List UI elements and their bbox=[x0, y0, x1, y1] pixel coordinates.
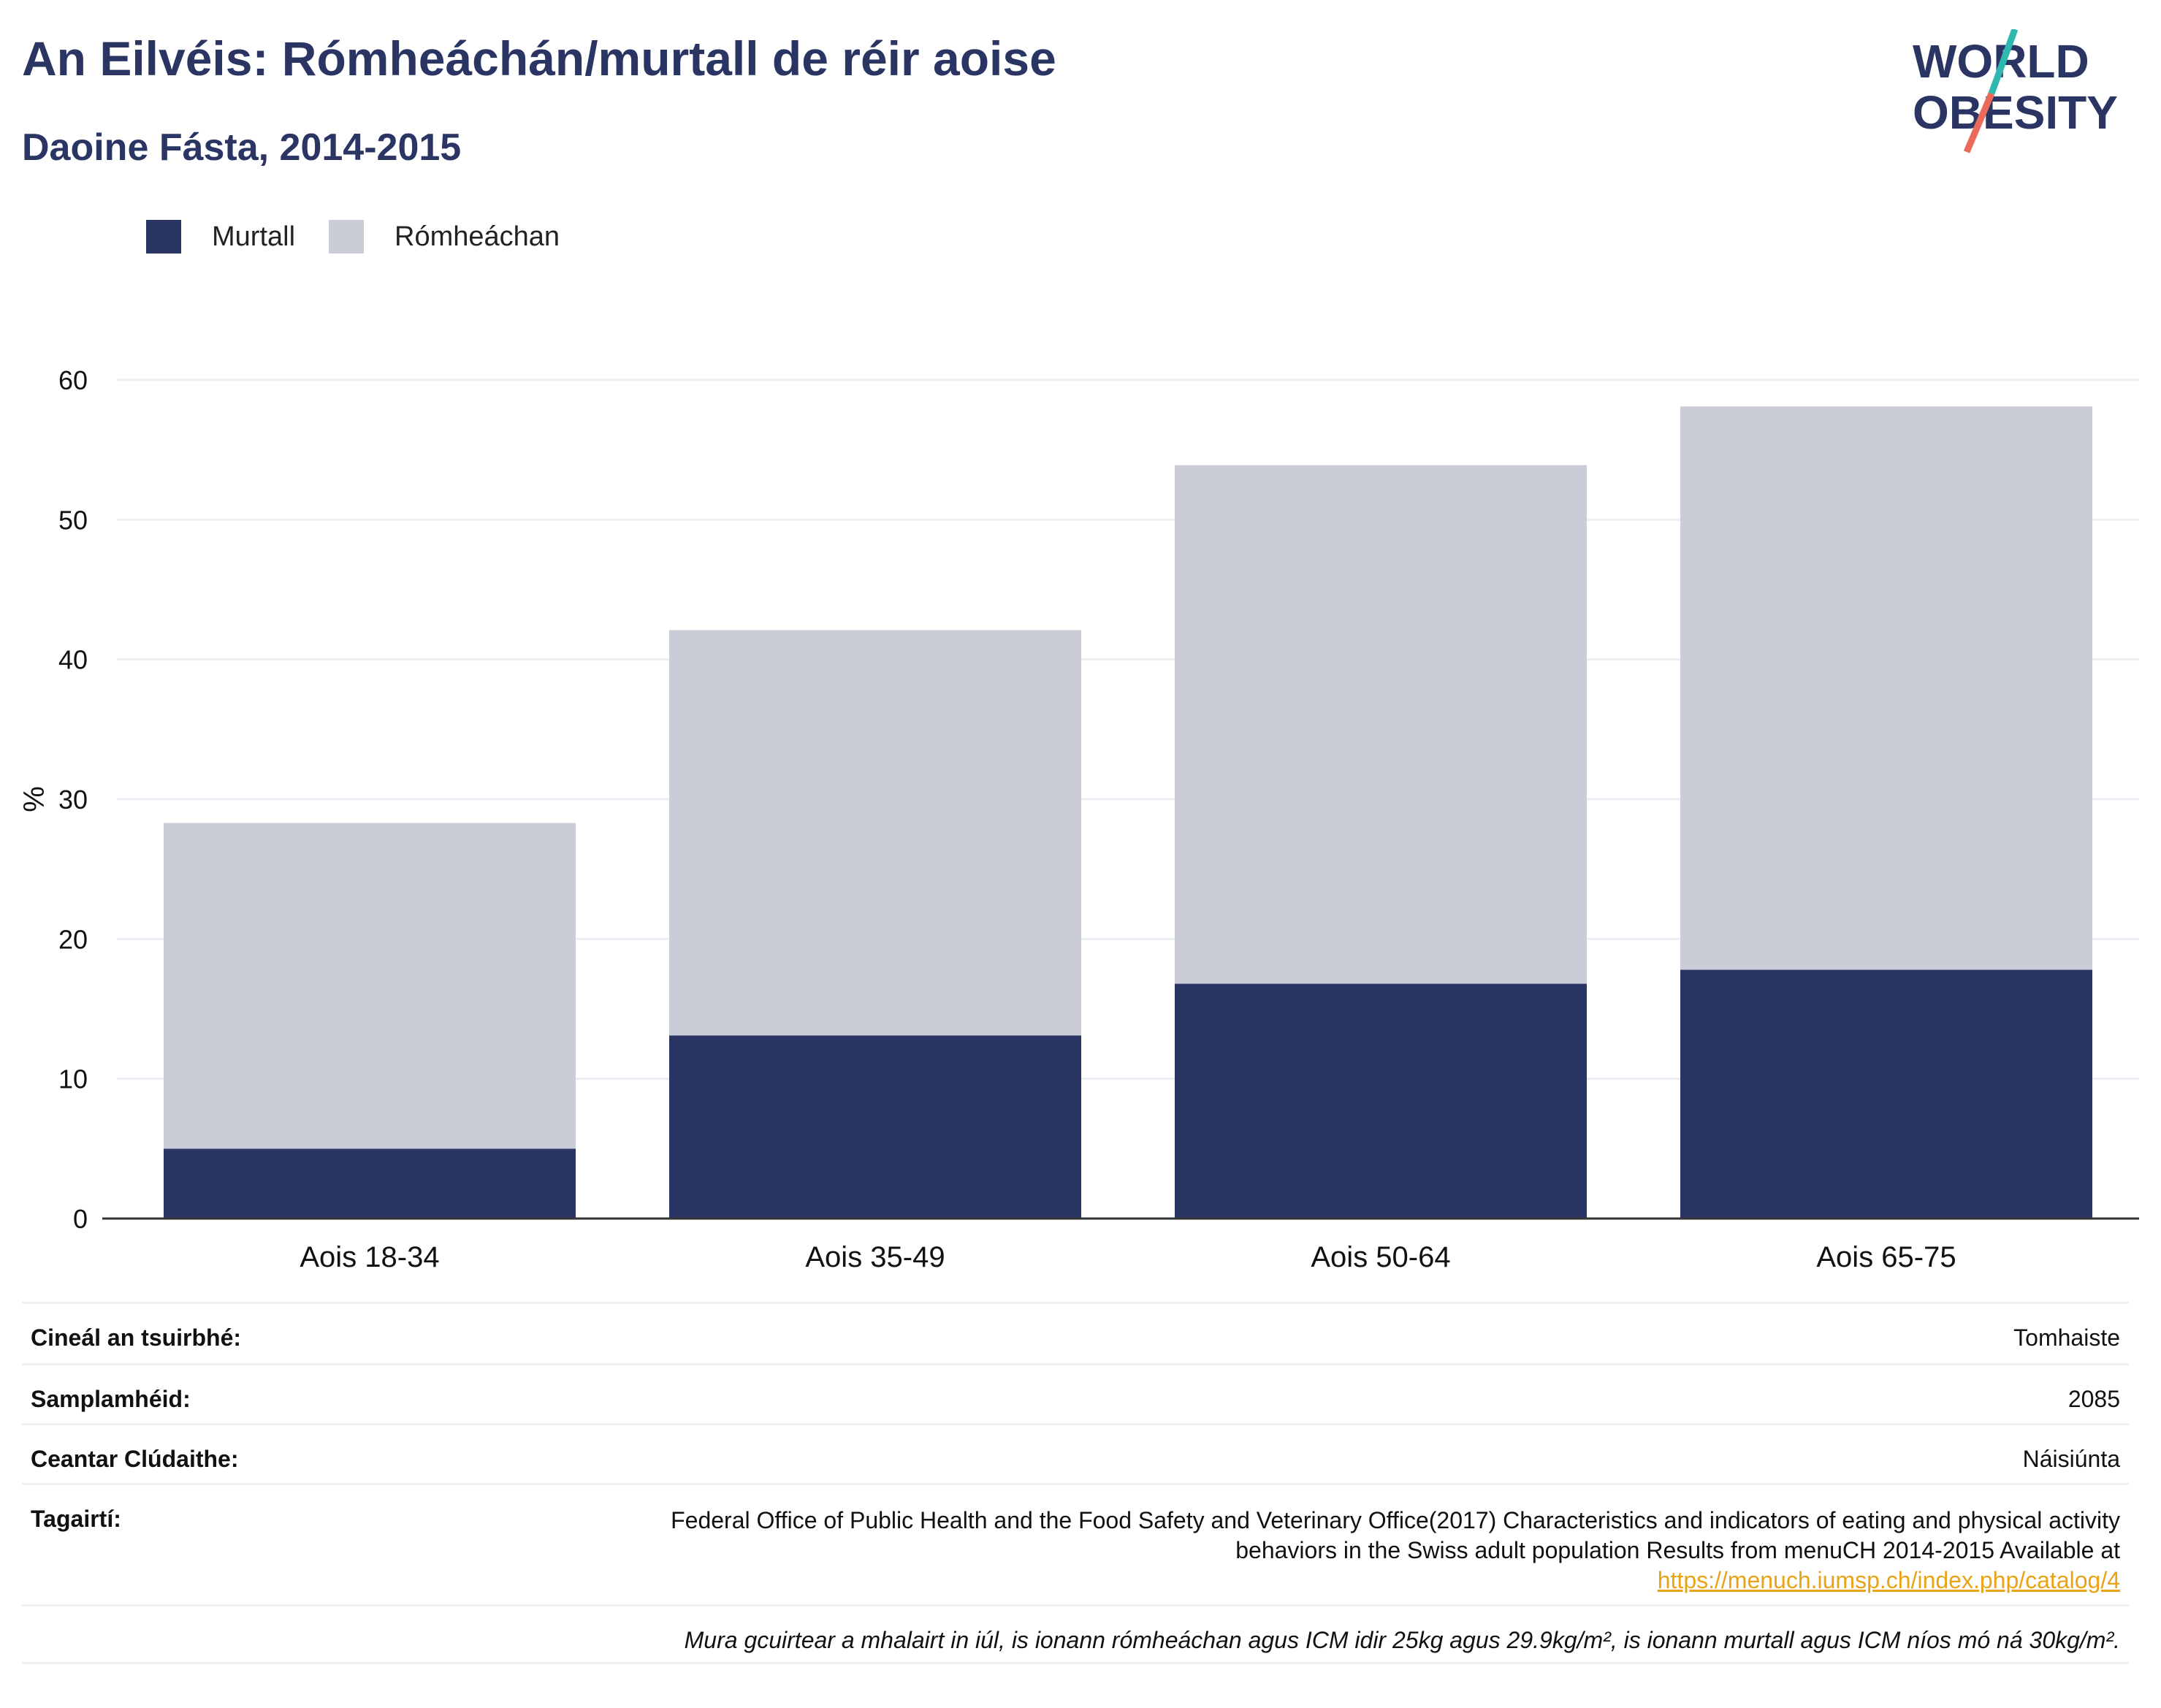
y-tick-label: 30 bbox=[58, 785, 88, 815]
info-row-references: Tagairtí: Federal Office of Public Healt… bbox=[22, 1483, 2129, 1604]
y-tick-label: 60 bbox=[58, 365, 88, 395]
bar-segment-obese bbox=[164, 1148, 576, 1219]
sample-size-value: 2085 bbox=[2067, 1386, 2120, 1412]
x-tick-label: Aois 18-34 bbox=[300, 1241, 439, 1271]
y-tick-label: 50 bbox=[58, 505, 88, 535]
chart-legend: Murtall Rómheáchan bbox=[146, 218, 593, 256]
info-row-sample-size: Samplamhéid: 2085 bbox=[22, 1363, 2129, 1423]
references-value: Federal Office of Public Health and the … bbox=[571, 1506, 2120, 1595]
page-subtitle: Daoine Fásta, 2014-2015 bbox=[22, 126, 462, 169]
legend-swatch-obese bbox=[146, 220, 181, 253]
y-tick-label: 20 bbox=[58, 924, 88, 954]
bar-segment-obese bbox=[669, 1035, 1081, 1219]
x-tick-label: Aois 35-49 bbox=[805, 1241, 945, 1271]
survey-type-value: Tomhaiste bbox=[2013, 1324, 2120, 1351]
bar-segment-overweight bbox=[669, 630, 1081, 1036]
page-title: An Eilvéis: Rómheáchán/murtall de réir a… bbox=[22, 31, 1056, 85]
world-obesity-logo: WORLD OBESITY bbox=[1913, 29, 2118, 153]
definition-note: Mura gcuirtear a mhalairt in iúl, is ion… bbox=[684, 1627, 2120, 1653]
bar-segment-obese bbox=[1680, 969, 2092, 1219]
bar-segment-overweight bbox=[1680, 406, 2092, 970]
legend-label-obese: Murtall bbox=[212, 221, 296, 252]
y-axis-label: % bbox=[18, 786, 50, 812]
logo-slash-coral bbox=[1963, 92, 1995, 153]
logo-slash-teal bbox=[1988, 29, 2019, 95]
survey-type-label: Cineál an tsuirbhé: bbox=[31, 1324, 242, 1351]
info-row-area: Ceantar Clúdaithe: Náisiúnta bbox=[22, 1423, 2129, 1483]
references-text: Federal Office of Public Health and the … bbox=[671, 1507, 2120, 1563]
x-tick-label: Aois 65-75 bbox=[1816, 1241, 1956, 1271]
info-row-survey-type: Cineál an tsuirbhé: Tomhaiste bbox=[22, 1302, 2129, 1363]
legend-label-overweight: Rómheáchan bbox=[395, 221, 560, 252]
y-tick-label: 10 bbox=[58, 1064, 88, 1094]
legend-swatch-overweight bbox=[329, 220, 365, 253]
y-tick-label: 40 bbox=[58, 645, 88, 675]
sample-size-label: Samplamhéid: bbox=[31, 1386, 191, 1412]
legend-item-overweight[interactable]: Rómheáchan bbox=[329, 220, 560, 253]
area-value: Náisiúnta bbox=[2022, 1446, 2120, 1472]
stacked-bar-chart: 0 10 20 30 40 50 60% Aois 18-34 Aois 35-49 Aois 5… bbox=[18, 365, 2139, 1271]
y-tick-label: 0 bbox=[73, 1204, 88, 1234]
area-label: Ceantar Clúdaithe: bbox=[31, 1446, 239, 1472]
logo-text-obesity: OBESITY bbox=[1913, 86, 2118, 139]
info-row-note: Mura gcuirtear a mhalairt in iúl, is ion… bbox=[22, 1604, 2129, 1664]
bar-segment-overweight bbox=[164, 823, 576, 1149]
legend-item-obese[interactable]: Murtall bbox=[146, 220, 295, 253]
x-tick-label: Aois 50-64 bbox=[1311, 1241, 1450, 1271]
references-label: Tagairtí: bbox=[31, 1506, 121, 1532]
survey-info-table: Cineál an tsuirbhé: Tomhaiste Samplamhéi… bbox=[22, 1302, 2129, 1664]
bar-segment-obese bbox=[1175, 983, 1587, 1219]
bar-segment-overweight bbox=[1175, 465, 1587, 984]
references-link[interactable]: https://menuch.iumsp.ch/index.php/catalo… bbox=[1657, 1567, 2120, 1593]
